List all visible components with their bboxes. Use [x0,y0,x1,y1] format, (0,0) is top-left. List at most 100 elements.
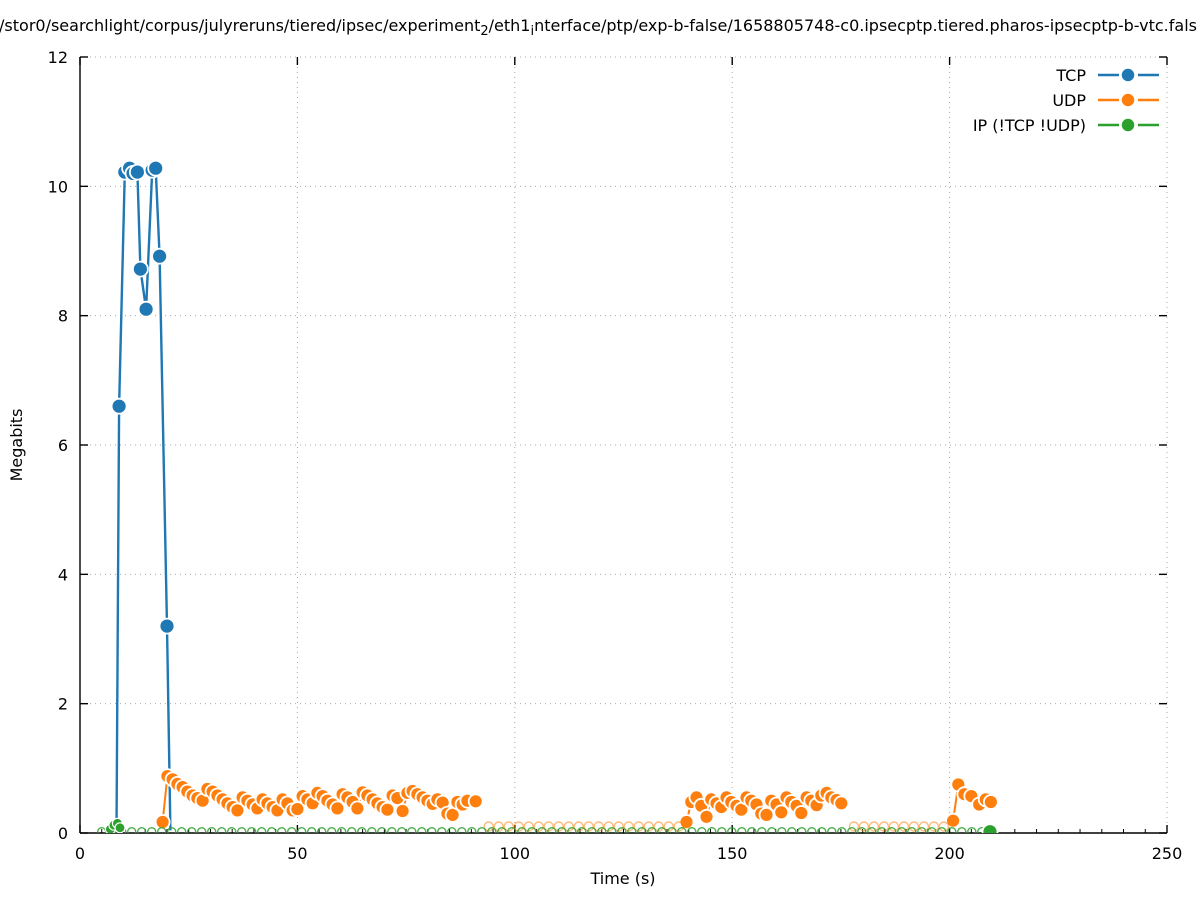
ip-baseline-point [697,827,707,833]
ip-baseline-point [917,827,927,833]
tcp-point [151,247,169,265]
udp-point [758,807,775,823]
udp-faint-point [513,821,524,832]
udp-faint-point [633,821,644,832]
ip-baseline-point [217,827,227,833]
legend-marker [1120,67,1136,83]
udp-point [773,804,790,821]
ip-baseline-point [937,827,947,833]
ip-baseline-point [597,827,607,833]
ip-baseline-point [317,827,327,833]
ip-bump-point [114,822,126,833]
ip-baseline-point [487,827,497,833]
y-tick-label-2: 2 [58,695,68,714]
ip-baseline-point [607,827,617,833]
ip-baseline-point [637,827,647,833]
legend-label-udp: UDP [1052,91,1086,110]
udp-faint-point [583,821,594,832]
x-axis-label: Time (s) [589,869,655,888]
ip-baseline-point [407,827,417,833]
ip-end-point [981,823,999,833]
axis-layer: 0 50 100 150 200 250 0 2 4 6 8 10 12 [48,48,1183,863]
udp-faint-point [848,821,860,832]
ip-baseline-point [187,827,197,833]
ip-baseline-point [427,827,437,833]
udp-point [154,814,171,830]
ip-baseline-point [827,827,837,833]
ip-baseline-point [367,827,377,833]
ip-baseline-point [347,827,357,833]
udp-faint-point [868,821,880,832]
ip-baseline-point [747,827,757,833]
ip-baseline-point [847,827,857,833]
ip-baseline-point [957,827,967,833]
y-tick-label-6: 6 [58,436,68,455]
udp-faint-point [503,821,514,832]
ip-baseline-point [627,827,637,833]
udp-faint-point [673,821,684,832]
udp-faint-point [623,821,634,832]
ip-baseline-point [477,827,487,833]
ip-baseline-point [237,827,247,833]
ip-baseline-point [207,827,217,833]
tcp-point [147,159,165,177]
tcp-point [158,617,176,635]
ip-baseline-point [857,827,867,833]
ip-baseline-point [307,827,317,833]
ip-baseline-point [377,827,387,833]
ip-baseline-point [927,827,937,833]
ip-baseline-point [767,827,777,833]
ip-baseline-point [397,827,407,833]
udp-point [329,800,346,817]
udp-faint-point [858,821,870,832]
ip-baseline-point [257,827,267,833]
ip-baseline-point [167,827,177,833]
chart-title: /stor0/searchlight/corpus/julyreruns/tie… [0,16,1197,39]
udp-faint-point [928,821,940,832]
ip-baseline-point [437,827,447,833]
ip-baseline-point [967,827,977,833]
udp-faint-point [888,821,900,832]
ip-baseline-point [687,827,697,833]
x-tick-label-0: 0 [75,844,85,863]
ip-baseline-point [577,827,587,833]
tcp-point [110,397,128,415]
udp-faint-point [938,821,950,832]
udp-faint-point [663,821,674,832]
ip-baseline-point [157,827,167,833]
udp-faint-point [918,821,930,832]
ip-baseline-point [677,827,687,833]
ip-baseline-point [247,827,257,833]
series-layer [97,159,999,833]
ip-baseline-point [567,827,577,833]
ip-baseline-point [717,827,727,833]
udp-faint-point [643,821,654,832]
udp-faint-point [603,821,614,832]
ip-baseline-point [297,827,307,833]
ip-baseline-point [357,827,367,833]
udp-faint-point [653,821,664,832]
udp-faint-point [878,821,890,832]
ip-baseline-point [737,827,747,833]
y-axis-label: Megabits [7,409,26,482]
ip-baseline-point [707,827,717,833]
y-tick-label-0: 0 [58,824,68,843]
ip-baseline-point [417,827,427,833]
udp-point [983,794,999,810]
y-tick-label-10: 10 [48,177,68,196]
y-tick-label-8: 8 [58,307,68,326]
udp-point [678,814,695,830]
udp-faint-point [523,821,534,832]
tcp-point [128,163,146,181]
legend-label-ip-tcp-udp-: IP (!TCP !UDP) [973,116,1086,135]
ip-baseline-point [907,827,917,833]
ip-baseline-point [527,827,537,833]
ip-baseline-point [647,827,657,833]
ip-baseline-point [267,827,277,833]
ip-baseline-point [147,827,157,833]
udp-point [833,795,850,812]
udp-faint-point [553,821,564,832]
ip-baseline-point [497,827,507,833]
ip-baseline-point [757,827,767,833]
